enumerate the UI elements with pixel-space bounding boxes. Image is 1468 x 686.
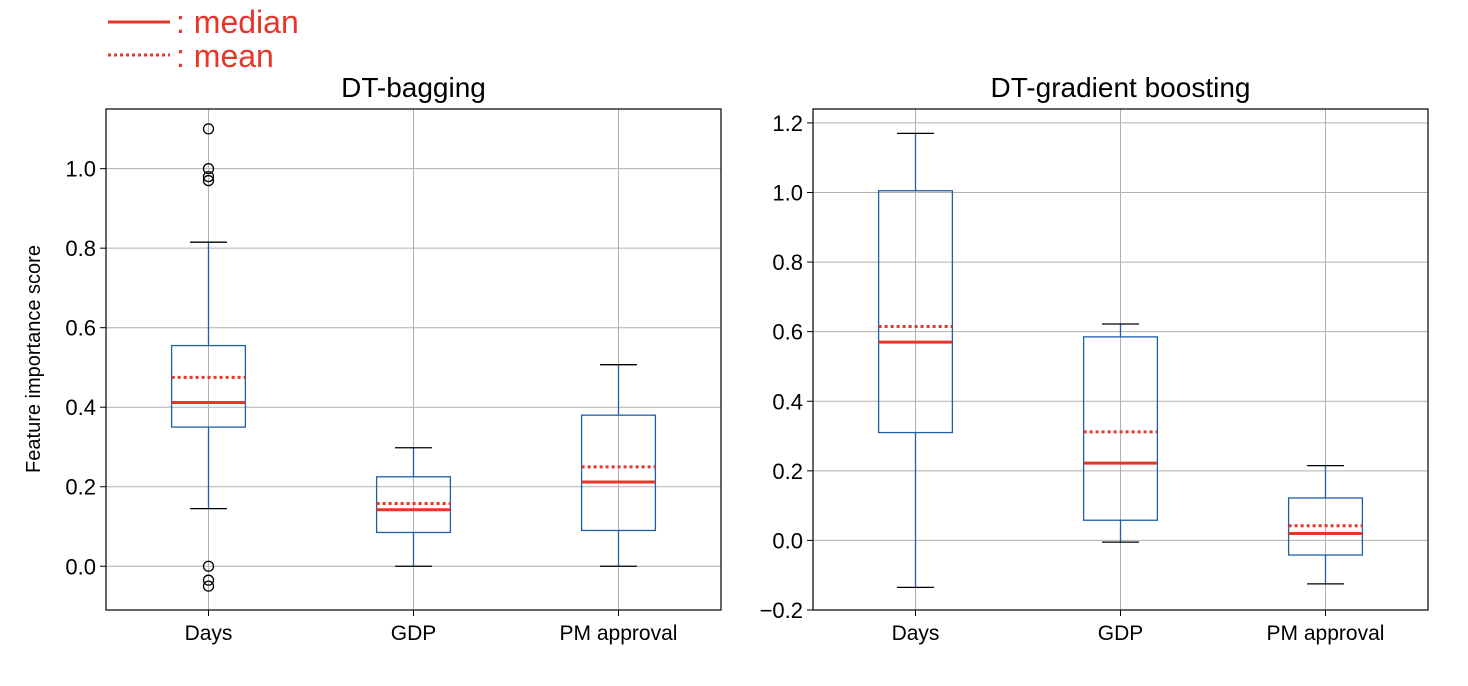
y-tick-label: 0.0 bbox=[65, 554, 96, 579]
y-tick-label: 0.6 bbox=[65, 316, 96, 341]
legend-median-label: : median bbox=[176, 4, 299, 40]
outlier-point bbox=[202, 162, 215, 175]
box-gdp bbox=[1082, 323, 1159, 543]
box-days bbox=[170, 123, 247, 592]
x-tick-label: PM approval bbox=[560, 622, 678, 645]
outlier-point bbox=[202, 560, 215, 572]
box-days bbox=[877, 132, 954, 589]
marks-layer bbox=[877, 132, 1364, 589]
iqr-box bbox=[1082, 336, 1159, 521]
ticks-layer: 0.0 0.2 0.4 0.6 0.8 1.0 Days GDP PM approval bbox=[65, 157, 677, 645]
legend: : median : mean bbox=[108, 4, 299, 74]
y-tick-label: 0.6 bbox=[772, 320, 803, 345]
y-tick-label: 1.0 bbox=[772, 181, 803, 206]
y-tick-label: 0.8 bbox=[65, 236, 96, 261]
outlier-point bbox=[202, 170, 215, 183]
iqr-box bbox=[170, 344, 247, 428]
y-tick-label: −0.2 bbox=[760, 598, 803, 623]
box-pm-approval bbox=[580, 364, 657, 567]
x-tick-label: GDP bbox=[391, 622, 437, 645]
x-tick-label: Days bbox=[185, 622, 233, 645]
marks-layer bbox=[170, 123, 657, 592]
y-tick-label: 1.0 bbox=[65, 157, 96, 182]
outlier-point bbox=[202, 123, 215, 135]
outlier-point bbox=[202, 580, 215, 592]
y-tick-label: 0.4 bbox=[772, 389, 803, 414]
panel-dt-bagging: 0.0 0.2 0.4 0.6 0.8 1.0 Days GDP PM approval DT-… bbox=[23, 72, 722, 645]
x-tick-label: GDP bbox=[1098, 622, 1144, 645]
y-tick-label: 0.8 bbox=[772, 250, 803, 275]
y-tick-label: 0.2 bbox=[65, 475, 96, 500]
box-pm-approval bbox=[1287, 464, 1364, 585]
y-tick-label: 0.0 bbox=[772, 528, 803, 553]
outlier-point bbox=[202, 174, 215, 187]
panel-dt-gradient-boosting: −0.2 0.0 0.2 0.4 0.6 0.8 1.0 1.2 Days GDP PM appro… bbox=[760, 72, 1429, 645]
y-tick-label: 1.2 bbox=[772, 111, 803, 136]
iqr-box bbox=[877, 190, 954, 434]
iqr-box bbox=[580, 414, 657, 532]
x-tick-label: Days bbox=[892, 622, 940, 645]
y-tick-label: 0.2 bbox=[772, 459, 803, 484]
x-tick-label: PM approval bbox=[1267, 622, 1385, 645]
y-axis-label: Feature importance score bbox=[23, 245, 45, 473]
y-tick-label: 0.4 bbox=[65, 395, 96, 420]
legend-mean-label: : mean bbox=[176, 38, 274, 74]
chart-title: DT-gradient boosting bbox=[991, 72, 1251, 103]
box-gdp bbox=[375, 447, 452, 567]
chart-title: DT-bagging bbox=[341, 72, 486, 103]
ticks-layer: −0.2 0.0 0.2 0.4 0.6 0.8 1.0 1.2 Days GDP PM appro… bbox=[760, 111, 1385, 645]
outlier-point bbox=[202, 574, 215, 586]
